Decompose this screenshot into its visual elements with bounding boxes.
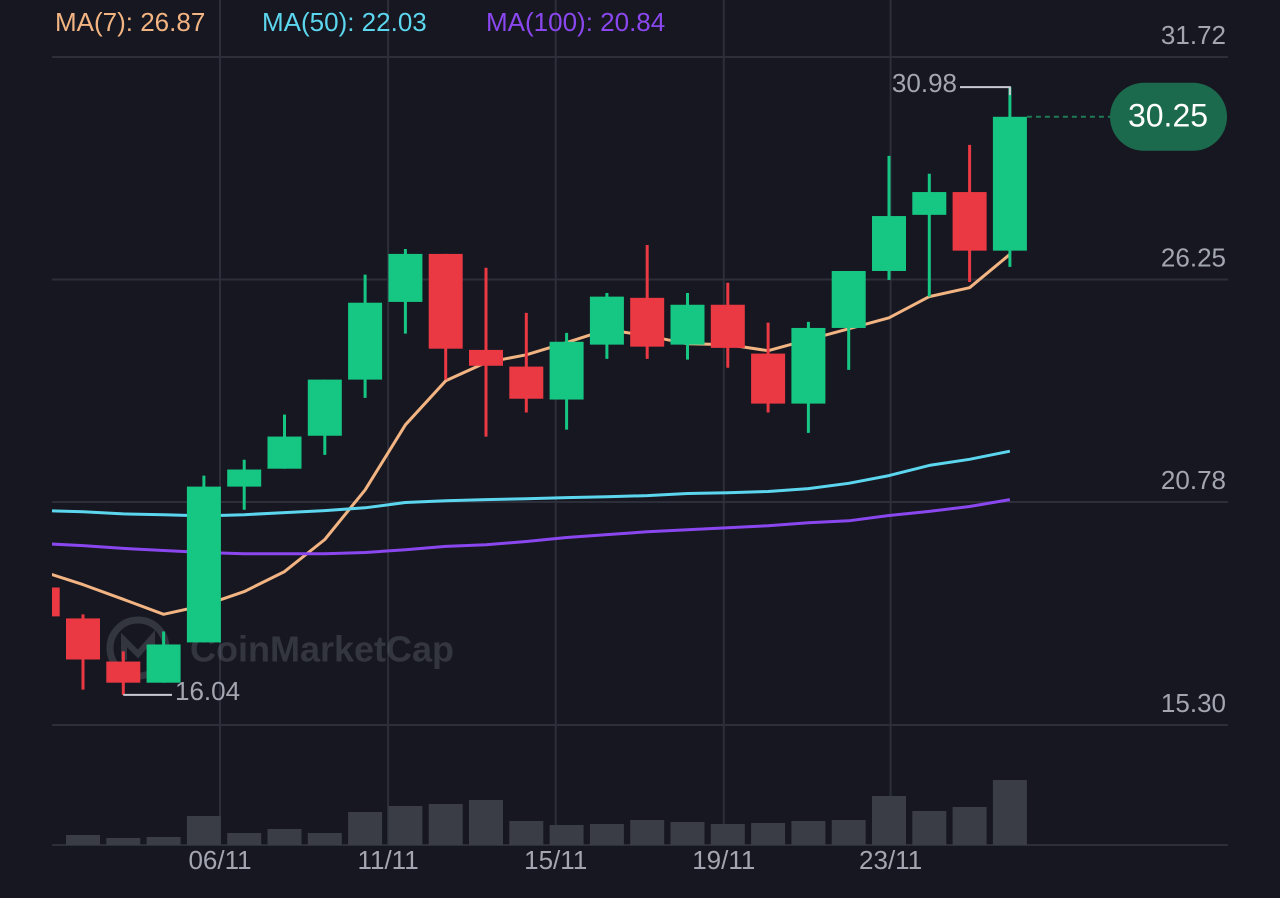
volume-bar — [388, 806, 423, 845]
candle-body — [952, 192, 987, 251]
last-price-label: 30.25 — [1128, 97, 1208, 133]
candle-body — [52, 587, 60, 617]
candle-body — [227, 469, 262, 487]
y-tick-label: 15.30 — [1161, 688, 1226, 718]
candle-body — [66, 618, 100, 660]
x-tick-label: 23/11 — [859, 845, 922, 875]
candle-body — [428, 253, 463, 349]
high-label: 30.98 — [892, 68, 957, 98]
candle-body — [549, 341, 584, 400]
candle-body — [589, 296, 624, 345]
y-tick-label: 20.78 — [1161, 465, 1226, 495]
volume-bar — [791, 821, 826, 845]
candle-body — [509, 366, 544, 399]
candle-body — [751, 353, 786, 404]
candle-body — [186, 486, 221, 643]
legend-entry: MA(7): 26.87 — [55, 7, 205, 37]
candle-body — [872, 216, 906, 271]
overlay: 31.72 26.25 20.78 15.30 06/11 11/11 15/11 19/11… — [55, 7, 1227, 875]
candle-body — [146, 644, 181, 683]
low-label: 16.04 — [175, 676, 240, 706]
candle-body — [307, 379, 342, 436]
high-connector — [960, 86, 1011, 96]
volume-bar — [630, 820, 665, 845]
legend-entry: MA(100): 20.84 — [486, 7, 665, 37]
x-tick-label: 15/11 — [524, 845, 587, 875]
candle-body — [831, 270, 866, 328]
y-tick-label: 26.25 — [1161, 242, 1226, 272]
candle-body — [630, 297, 665, 347]
volume-bar — [146, 837, 181, 845]
candle-body — [106, 661, 141, 683]
volume-bar — [469, 800, 503, 845]
candle-body — [388, 253, 423, 302]
x-tick-label: 11/11 — [357, 845, 418, 875]
volume-bar — [872, 796, 906, 845]
volume-bar — [106, 838, 141, 845]
volume-bar — [348, 812, 383, 845]
watermark-text: CoinMarketCap — [190, 629, 454, 670]
candle-body — [267, 436, 302, 469]
volume-bar — [509, 821, 544, 845]
volume-bar — [307, 833, 342, 845]
x-tick-label: 19/11 — [692, 845, 755, 875]
candles — [52, 87, 1027, 695]
volume-bar — [992, 780, 1027, 845]
volume-bar — [831, 820, 866, 845]
volume-bar — [549, 825, 584, 845]
volume-bar — [267, 829, 302, 845]
volume-bar — [589, 824, 624, 845]
x-tick-label: 06/11 — [188, 845, 251, 875]
volume-bar — [751, 823, 786, 845]
volume-bar — [66, 835, 100, 845]
candle-body — [710, 304, 745, 348]
volume-bar — [428, 804, 463, 845]
volume-bars — [66, 780, 1027, 845]
candle-body — [670, 304, 705, 345]
last-price-pill — [1110, 82, 1227, 151]
volume-bar — [952, 807, 987, 845]
volume-bar — [227, 833, 262, 845]
candle-body — [348, 302, 383, 380]
volume-bar — [710, 824, 745, 845]
candle-body — [791, 327, 826, 404]
legend-entry: MA(50): 22.03 — [262, 7, 427, 37]
volume-bar — [670, 822, 705, 845]
volume-bar — [912, 811, 947, 845]
volume-bar — [186, 816, 221, 845]
y-tick-label: 31.72 — [1161, 20, 1226, 50]
candle-body — [912, 192, 947, 215]
candle-body — [992, 116, 1027, 251]
candle-body — [469, 349, 503, 366]
